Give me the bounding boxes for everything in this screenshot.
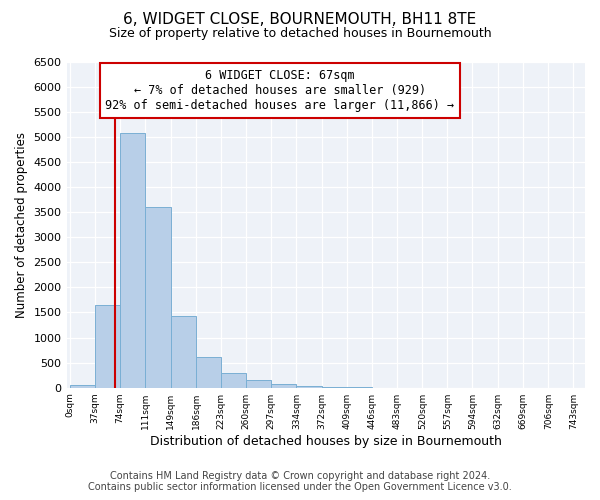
Bar [70, 384, 95, 388]
Bar [221, 372, 246, 388]
Bar [145, 207, 171, 388]
Text: 6 WIDGET CLOSE: 67sqm
← 7% of detached houses are smaller (929)
92% of semi-deta: 6 WIDGET CLOSE: 67sqm ← 7% of detached h… [106, 69, 455, 112]
Text: 6, WIDGET CLOSE, BOURNEMOUTH, BH11 8TE: 6, WIDGET CLOSE, BOURNEMOUTH, BH11 8TE [124, 12, 476, 28]
Bar [271, 384, 296, 388]
Text: Contains HM Land Registry data © Crown copyright and database right 2024.
Contai: Contains HM Land Registry data © Crown c… [88, 471, 512, 492]
Bar [296, 386, 322, 388]
Text: Size of property relative to detached houses in Bournemouth: Size of property relative to detached ho… [109, 28, 491, 40]
X-axis label: Distribution of detached houses by size in Bournemouth: Distribution of detached houses by size … [150, 434, 502, 448]
Bar [171, 316, 196, 388]
Y-axis label: Number of detached properties: Number of detached properties [15, 132, 28, 318]
Bar [322, 387, 347, 388]
Bar [120, 133, 145, 388]
Bar [246, 380, 271, 388]
Bar [95, 305, 120, 388]
Bar [196, 357, 221, 388]
